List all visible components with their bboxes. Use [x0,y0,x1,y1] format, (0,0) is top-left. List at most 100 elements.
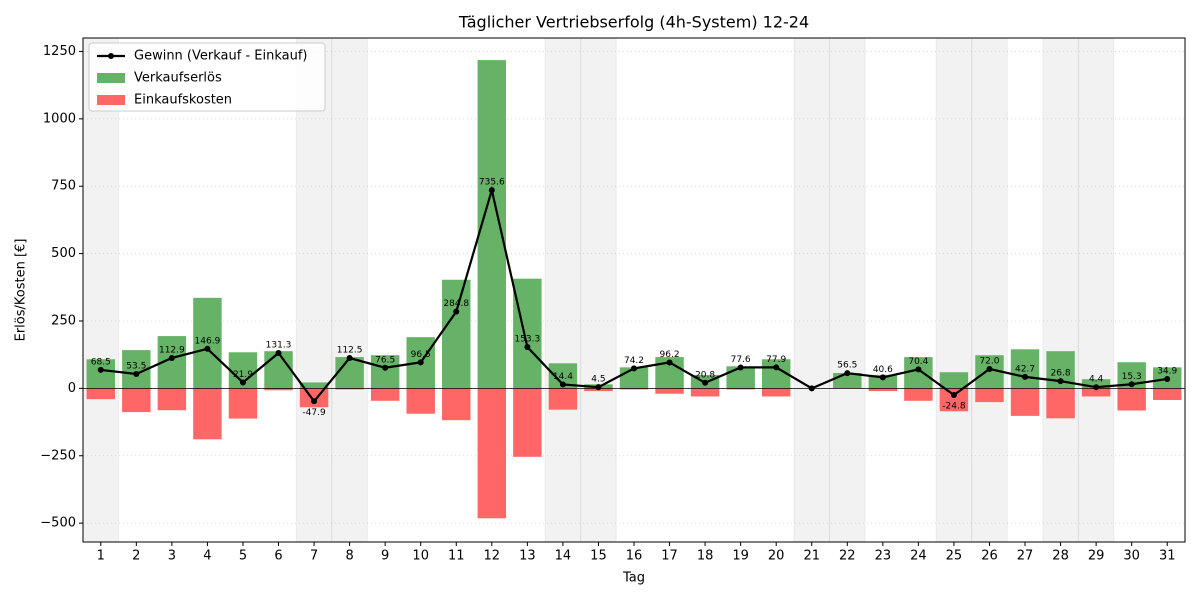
legend-swatch [97,73,125,83]
data-label: 34.9 [1157,366,1177,376]
y-tick-label: −500 [40,516,76,531]
bar [655,388,684,394]
x-tick-label: 26 [981,549,998,564]
legend-marker [108,53,114,59]
bar [513,388,542,457]
bar [86,388,115,400]
marker [1022,373,1029,380]
marker [382,364,389,371]
x-tick-label: 25 [946,549,963,564]
legend-label: Verkaufserlös [134,71,222,86]
shaded-day [1042,37,1079,543]
marker [844,370,851,377]
bar [193,388,222,440]
bar [548,388,578,410]
legend-label: Gewinn (Verkauf - Einkauf) [134,49,307,64]
bar [690,388,720,397]
y-tick-label: 1250 [43,44,76,59]
x-tick-label: 30 [1123,549,1140,564]
bar [1010,388,1040,416]
x-tick-label: 2 [132,549,140,564]
x-tick-label: 24 [910,549,927,564]
marker [1057,378,1064,385]
x-tick-label: 3 [168,549,176,564]
bar [761,388,791,397]
data-label: 131.3 [266,340,292,350]
data-label: 15.3 [1122,372,1142,382]
bar [726,388,755,390]
marker [488,187,495,194]
marker [1164,375,1171,382]
legend-swatch [97,95,125,105]
data-label: 4.5 [591,375,605,385]
x-tick-label: 19 [732,549,749,564]
y-tick-label: 500 [51,246,76,261]
data-label: 14.4 [553,372,573,382]
bar [264,351,293,389]
data-label: 20.8 [695,370,715,380]
data-label: -47.9 [302,408,326,418]
marker [346,355,353,362]
bar [442,388,471,421]
x-tick-label: 21 [803,549,820,564]
y-tick-label: 750 [51,179,76,194]
marker [915,366,922,373]
bar [1081,379,1111,389]
bar [1153,388,1182,400]
data-label: 21.9 [233,370,253,380]
y-axis-label: Erlös/Kosten [€] [14,239,29,342]
bar [619,388,649,390]
data-label: -24.8 [942,402,966,412]
bar [299,388,329,408]
marker [239,379,246,386]
x-tick-label: 14 [555,549,572,564]
data-label: 735.6 [479,178,505,188]
shaded-day [971,37,1008,543]
marker [524,344,531,351]
x-tick-label: 22 [839,549,856,564]
x-tick-label: 1 [97,549,105,564]
marker [808,385,815,392]
data-label: 4.4 [1089,375,1104,385]
shaded-day [829,37,866,543]
bar [939,388,969,412]
shaded-day [793,37,831,543]
x-tick-label: 5 [239,549,247,564]
data-label: 74.2 [624,356,644,366]
bar [86,359,115,389]
bar [1117,388,1146,411]
y-tick-label: 250 [51,313,76,328]
x-tick-label: 20 [768,549,785,564]
x-tick-label: 9 [381,549,389,564]
y-tick-label: −250 [40,448,76,463]
bar [1081,388,1111,397]
marker [879,374,886,381]
chart-title: Täglicher Vertriebserfolg (4h-System) 12… [458,13,809,32]
data-label: 76.5 [375,355,395,365]
shaded-day [935,37,973,543]
data-label: 112.9 [159,345,185,355]
data-label: 77.9 [766,355,786,365]
marker [631,365,637,372]
marker [97,366,104,373]
x-tick-label: 11 [448,549,465,564]
bar [868,388,898,392]
bar [335,388,364,390]
bar [975,388,1004,403]
bar [939,372,969,389]
data-label: 53.5 [126,361,146,371]
bar [370,388,400,401]
shaded-day [544,37,582,543]
x-tick-label: 18 [697,549,714,564]
marker [666,359,673,366]
bar [335,357,364,389]
bar [477,388,507,519]
bar [299,382,329,389]
x-tick-label: 27 [1017,549,1034,564]
marker [595,384,602,391]
x-tick-label: 17 [661,549,678,564]
marker [950,392,957,399]
marker [453,308,460,315]
x-tick-label: 7 [310,549,318,564]
